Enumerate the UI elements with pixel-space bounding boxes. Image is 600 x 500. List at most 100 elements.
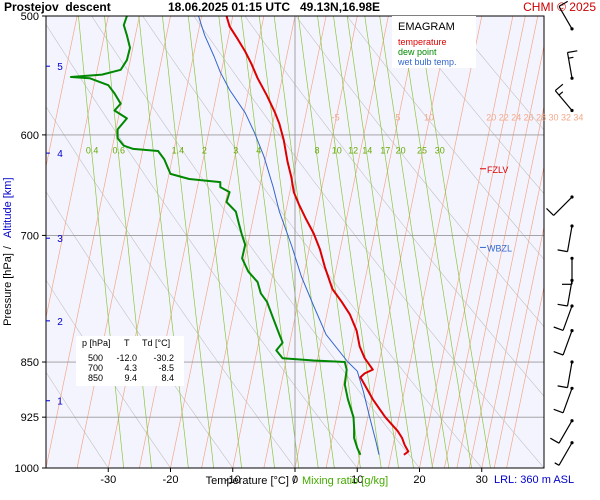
- isotherm-label: -5: [332, 113, 340, 123]
- wind-barb-feather: [550, 437, 560, 444]
- wind-barb-feather: [553, 408, 564, 414]
- pressure-tick-label: 850: [21, 357, 39, 369]
- wind-barb-feather: [553, 326, 564, 331]
- x-axis-label-separator: /: [293, 475, 297, 487]
- mixing-ratio-label: 12: [348, 145, 358, 155]
- isotherm-label: 22: [499, 113, 509, 123]
- wind-barb-feather: [553, 351, 564, 356]
- isotherm-line: [456, 44, 544, 468]
- wind-barb-staff: [558, 420, 573, 444]
- temperature-line: [225, 16, 410, 456]
- levels-table: p [hPa] T Td [°C] 500 -12.0 -30.2 700 4.…: [76, 336, 184, 386]
- wind-barb-station: [570, 386, 574, 390]
- level-marker-label: WBZL: [487, 243, 512, 253]
- wind-barb: [553, 304, 574, 331]
- mixing-ratio-line: [317, 16, 382, 468]
- wind-barb: [566, 50, 578, 80]
- table-row-500-p: 500: [88, 353, 103, 363]
- altitude-tick-label: 5: [57, 62, 63, 73]
- wet-bulb-line: [198, 16, 380, 455]
- mixing-ratio-label: 20: [396, 145, 406, 155]
- mixing-ratio-line: [218, 16, 275, 468]
- dry-adiabat-line: [397, 16, 544, 195]
- legend-wet-bulb: wet bulb temp.: [397, 57, 457, 67]
- wind-barb-station: [570, 256, 574, 260]
- x-tick-label: 10: [351, 474, 363, 486]
- legend: EMAGRAM temperature dew point wet bulb t…: [392, 16, 476, 68]
- wind-barb-feather: [568, 56, 574, 59]
- isotherm-line: [468, 104, 544, 468]
- wind-barb: [558, 0, 574, 31]
- x-axis-label: Temperature [°C] /: [206, 475, 297, 487]
- wind-barb-station: [570, 278, 574, 282]
- isotherm-label: 5: [395, 113, 400, 123]
- station-title: Prostejov descent: [4, 0, 111, 14]
- pressure-tick-label: 925: [21, 412, 39, 424]
- altitude-tick-label: 3: [57, 234, 63, 245]
- mixing-ratio-line: [273, 16, 335, 468]
- isotherm-line: [201, 16, 296, 468]
- legend-box: [392, 16, 476, 68]
- isotherm-line: [170, 16, 265, 468]
- y-axis-label: Pressure [hPa] / Altitude [km]: [2, 177, 14, 325]
- mixing-ratio-line: [346, 16, 414, 468]
- wind-barb-station: [570, 27, 574, 31]
- altitude-tick-label: 4: [57, 149, 63, 160]
- isotherm-line: [431, 16, 526, 468]
- y-axis-label-pressure: Pressure [hPa] /: [2, 245, 14, 326]
- table-header-p: p [hPa]: [82, 338, 111, 348]
- mixing-ratio-line: [258, 16, 319, 468]
- table-row-500-td: -30.2: [153, 353, 174, 363]
- wind-barb-staff: [566, 225, 573, 252]
- wind-barb: [553, 386, 574, 414]
- wind-barb-station: [570, 304, 574, 308]
- wind-barb-staff: [562, 305, 573, 331]
- table-row-850-p: 850: [88, 373, 103, 383]
- mixing-ratio-label: 30: [435, 145, 445, 155]
- isotherm-line: [263, 16, 358, 468]
- isotherm-line: [506, 285, 544, 468]
- mixing-ratio-line: [333, 16, 399, 468]
- x-axis-label-temperature: Temperature [°C]: [206, 475, 289, 487]
- wind-barb-staff: [562, 388, 573, 414]
- wind-barb: [554, 83, 574, 113]
- wind-barb: [557, 360, 574, 389]
- mixing-ratio-label: 10: [332, 145, 342, 155]
- dry-adiabat-line: [142, 16, 483, 468]
- dry-adiabat-line: [448, 16, 544, 131]
- wind-barb-staff: [562, 330, 573, 356]
- pressure-tick-label: 500: [21, 11, 39, 23]
- dry-adiabat-line: [46, 371, 109, 468]
- isotherm-line: [232, 16, 327, 468]
- isotherm-line: [107, 16, 202, 468]
- y-axis-label-separator: /: [2, 245, 14, 249]
- wind-barb-staff: [554, 90, 573, 111]
- wind-barb: [546, 195, 574, 216]
- dew-point-line: [69, 16, 362, 456]
- wind-barb-feather: [554, 462, 560, 466]
- wind-barb-feather: [554, 83, 564, 92]
- table-header-t: T: [124, 338, 130, 348]
- isotherm-line: [356, 16, 451, 468]
- isotherm-label: 30: [548, 113, 558, 123]
- wind-barb-station: [570, 108, 574, 113]
- x-tick-label: -30: [100, 474, 116, 486]
- isotherm-label: 28: [536, 113, 546, 123]
- table-row-700-p: 700: [88, 363, 103, 373]
- mixing-ratio-line: [162, 16, 215, 468]
- wind-barb-feather: [558, 0, 568, 7]
- isotherm-label: 10: [424, 113, 434, 123]
- mixing-ratio-line: [78, 16, 124, 468]
- wind-barb: [554, 441, 574, 466]
- mixing-ratio-label: 14: [362, 145, 372, 155]
- x-tick-label: -20: [163, 474, 179, 486]
- isotherm-label: 24: [511, 113, 521, 123]
- dry-adiabat-line: [346, 16, 544, 260]
- wind-barb-station: [570, 441, 574, 445]
- isotherm-line: [493, 225, 544, 468]
- wind-barb-station: [570, 419, 574, 423]
- dry-adiabat-line: [244, 16, 544, 397]
- wind-barb-feather: [557, 385, 568, 389]
- dry-adiabat-line: [91, 16, 420, 468]
- wind-barb-feather: [567, 50, 578, 54]
